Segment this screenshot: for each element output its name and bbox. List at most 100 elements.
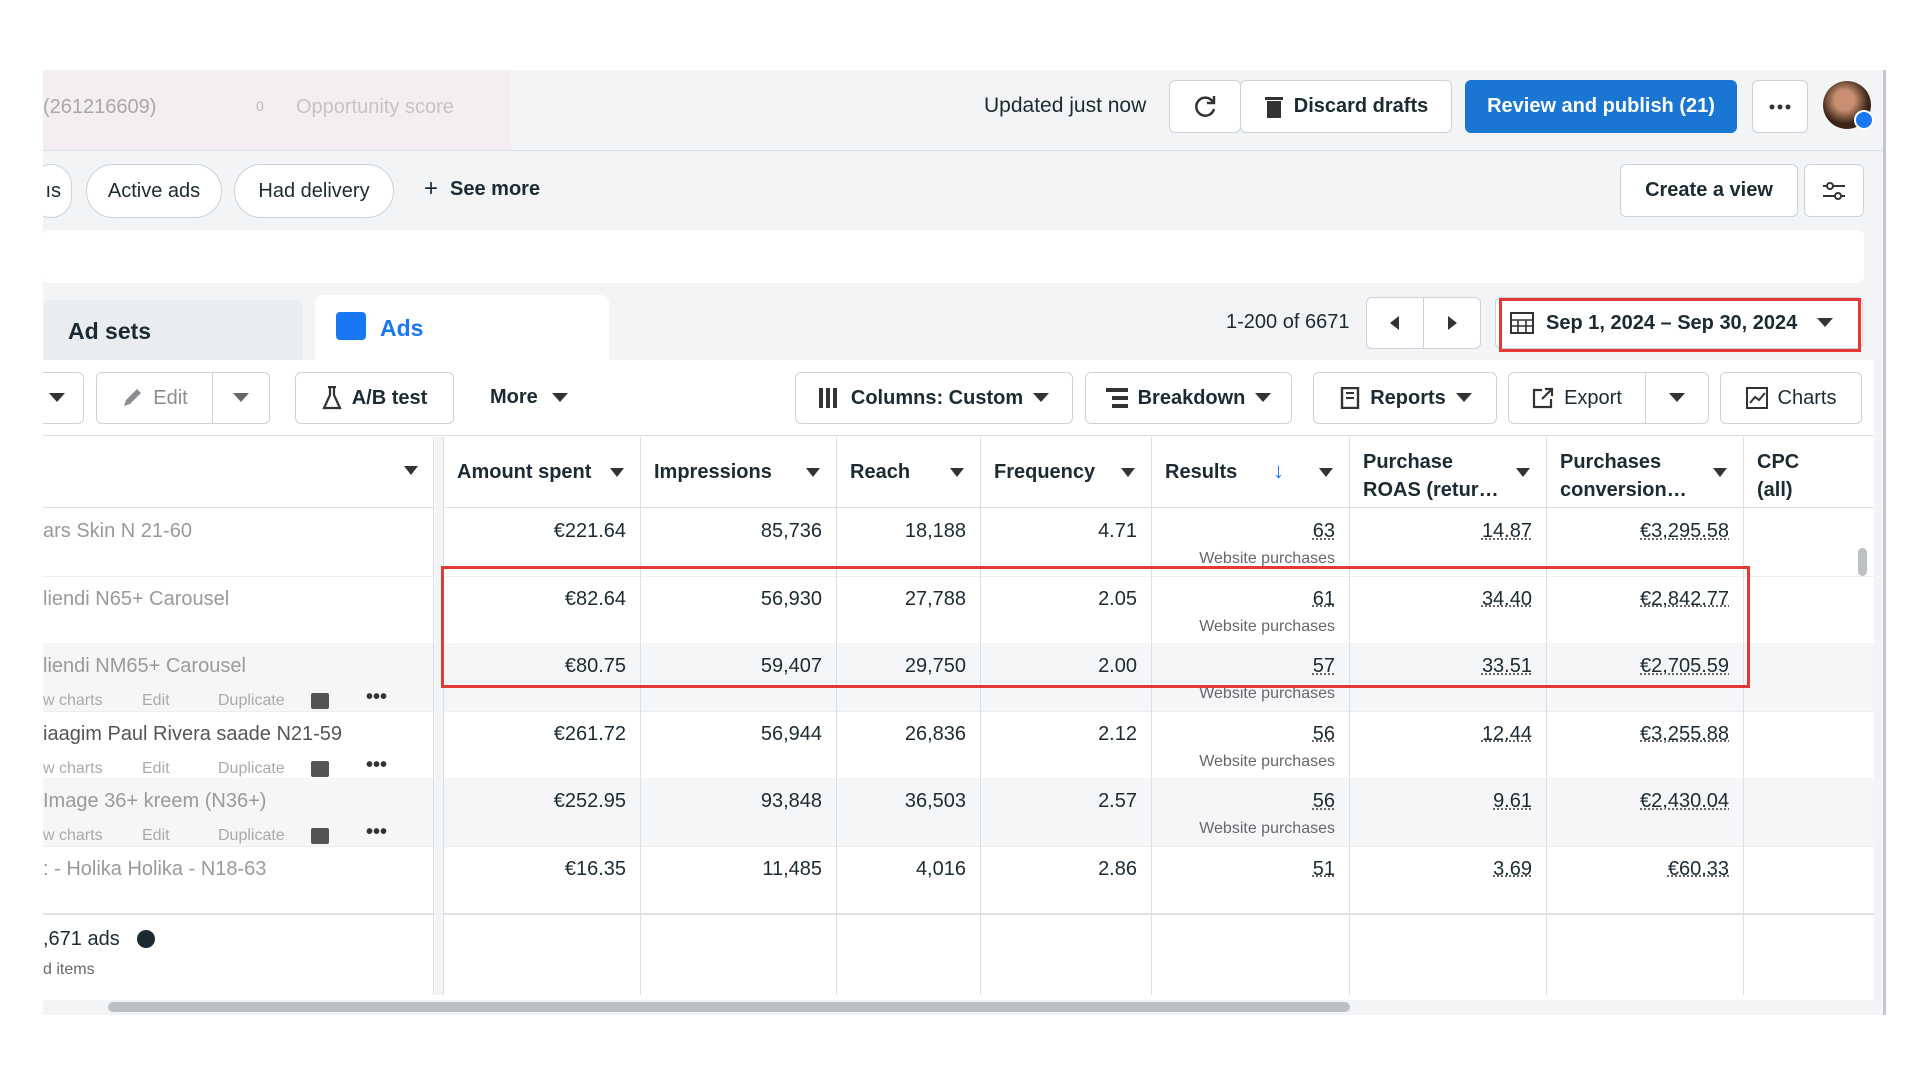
charts-label: Charts	[1777, 386, 1837, 409]
more-button[interactable]	[1752, 80, 1808, 133]
cell-value: €2,842.77	[1640, 587, 1729, 610]
edit-button[interactable]: Edit	[96, 372, 213, 424]
cell-value: €82.64	[564, 587, 626, 610]
cell-value: 36,503	[904, 790, 966, 812]
refresh-button[interactable]	[1169, 80, 1241, 133]
sort-caret	[1713, 468, 1727, 477]
ab-test-button[interactable]: A/B test	[295, 372, 454, 424]
row-action: w charts	[43, 692, 103, 709]
date-picker[interactable]: Sep 1, 2024 – Sep 30, 2024	[1495, 297, 1863, 349]
sort-caret	[1319, 468, 1333, 477]
column-header: Reach	[850, 461, 911, 483]
cell-value: 56	[1312, 790, 1335, 812]
cell-value: €2,430.04	[1640, 790, 1729, 812]
plus-icon: +	[424, 175, 439, 202]
data-table	[43, 435, 1874, 1000]
sort-caret	[1516, 468, 1530, 477]
sort-caret	[404, 466, 418, 475]
column-separator	[1743, 437, 1744, 995]
cell-value: 2.86	[1098, 857, 1137, 880]
reports-icon	[1341, 387, 1360, 409]
caret	[551, 392, 568, 402]
charts-button[interactable]: Charts	[1720, 372, 1862, 424]
pencil-icon	[124, 389, 142, 406]
caret	[1033, 393, 1050, 402]
row-divider	[43, 845, 1874, 847]
image-icon	[311, 693, 329, 709]
info-icon	[137, 930, 155, 948]
status: Updated just now	[984, 94, 1147, 117]
result-type: Website purchases	[1199, 550, 1335, 567]
search-bar[interactable]	[43, 230, 1864, 283]
account-id: (261216609)	[43, 96, 157, 118]
row-action: Edit	[142, 692, 170, 709]
right-arrow	[1448, 316, 1457, 330]
row-divider	[43, 913, 1874, 915]
opportunity-value: 0	[256, 98, 264, 114]
result-type: Website purchases	[1199, 820, 1335, 837]
result-type: Website purchases	[1199, 617, 1335, 635]
calendar-icon	[1510, 312, 1534, 334]
row-bg	[43, 778, 1874, 846]
edit-dropdown[interactable]	[212, 372, 270, 424]
export-label: Export	[1564, 386, 1622, 409]
date-label: Sep 1, 2024 – Sep 30, 2024	[1546, 311, 1798, 334]
trash-icon	[1264, 96, 1283, 118]
column-separator	[443, 437, 444, 995]
sliders-icon	[1823, 181, 1845, 200]
filter-chip[interactable]: Had delivery	[234, 164, 394, 218]
column-header: Amount spent	[457, 461, 592, 483]
see-more[interactable]: + See more	[424, 175, 541, 202]
more-dots: •••	[366, 753, 388, 776]
cell-value: 11,485	[762, 857, 822, 880]
discard-button[interactable]: Discard drafts	[1240, 80, 1452, 133]
create-view-button[interactable]: Create a view	[1620, 164, 1798, 217]
cell-value: 56,944	[760, 722, 822, 745]
ads-count: ,671 ads	[43, 928, 120, 950]
breakdown-button[interactable]: Breakdown	[1085, 372, 1292, 424]
publish-button[interactable]: Review and publish (21)	[1465, 80, 1737, 133]
ads-icon	[336, 312, 366, 340]
column-separator	[433, 437, 434, 995]
ab-label: A/B test	[351, 386, 428, 409]
filter-chip[interactable]: Active ads	[86, 164, 222, 218]
export-dropdown[interactable]	[1645, 372, 1709, 424]
caret	[1669, 393, 1685, 402]
more-menu[interactable]: More	[490, 386, 568, 409]
sort-caret	[610, 468, 624, 477]
column-separator	[980, 437, 981, 995]
more-dots: •••	[366, 821, 388, 843]
more-label: More	[490, 386, 538, 408]
cell-value: 2.05	[1098, 587, 1137, 610]
cell-value: €80.75	[564, 655, 626, 677]
tab-ad-sets[interactable]	[43, 300, 303, 360]
ad-name: ars Skin N 21-60	[43, 520, 192, 542]
cell-value: 56	[1312, 722, 1335, 745]
cell-value: €3,255.88	[1640, 722, 1729, 745]
row-action: Duplicate	[218, 759, 285, 777]
cell-value: €60.33	[1667, 857, 1729, 880]
sort-arrow: ↓	[1273, 458, 1284, 483]
cell-value: 63	[1312, 520, 1335, 542]
ad-name: liendi N65+ Carousel	[43, 587, 230, 610]
row-action: w charts	[43, 827, 103, 844]
see-more-label: See more	[450, 178, 541, 200]
column-separator	[1349, 437, 1350, 995]
settings-button[interactable]	[1804, 164, 1864, 217]
reports-button[interactable]: Reports	[1313, 372, 1497, 424]
prev-page[interactable]	[1366, 297, 1424, 349]
divider	[43, 150, 1883, 151]
cell-value: €16.35	[564, 857, 626, 880]
mask	[0, 150, 43, 230]
columns-button[interactable]: Columns: Custom	[795, 372, 1073, 424]
cell-value: 2.57	[1098, 790, 1137, 812]
export-button[interactable]: Export	[1508, 372, 1646, 424]
row-highlight	[441, 566, 1750, 688]
cell-value: 26,836	[904, 722, 966, 745]
refresh-icon	[1195, 95, 1216, 117]
cell-value: 51	[1312, 857, 1335, 880]
next-page[interactable]	[1423, 297, 1481, 349]
caret	[49, 393, 65, 402]
cell-value: 59,407	[760, 655, 822, 677]
